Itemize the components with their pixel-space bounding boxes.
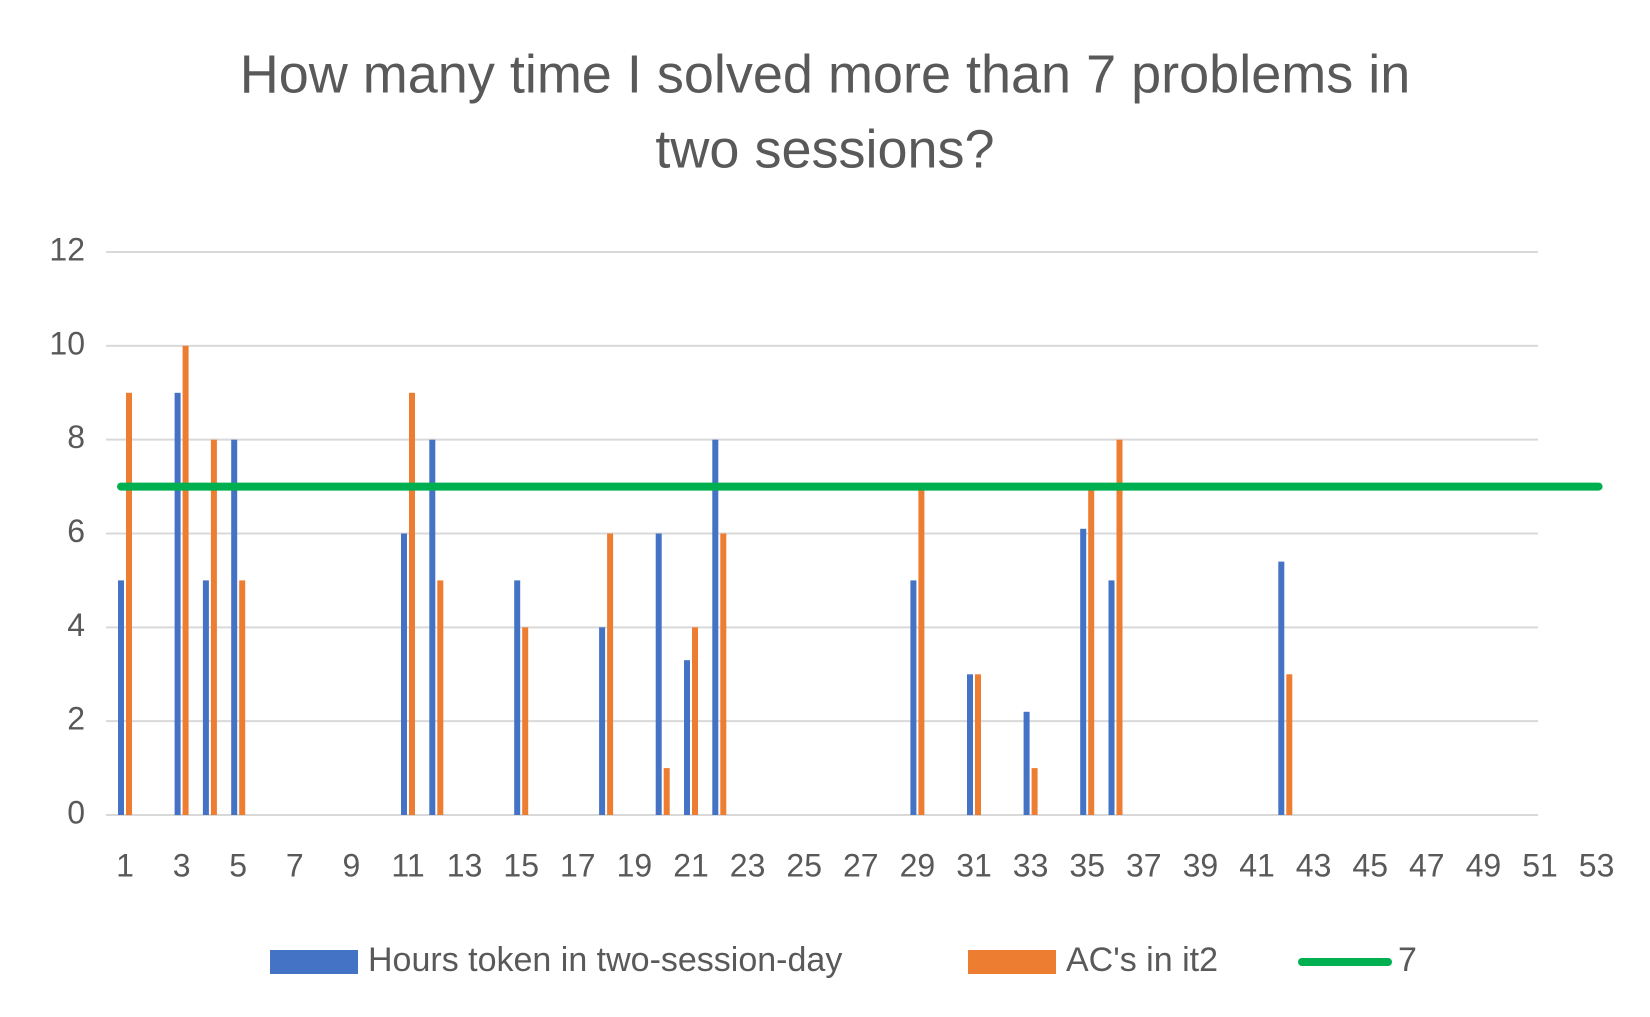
y-axis-tick-labels: 0 2 4 6 8 10 12 — [49, 231, 85, 830]
bar-hours-x29 — [910, 580, 917, 815]
bar-acs-x31 — [975, 674, 981, 816]
x-tick-label: 39 — [1183, 847, 1219, 883]
bar-acs-x29 — [918, 486, 925, 815]
bar-acs-x18 — [607, 533, 614, 815]
legend-swatch-hours — [270, 950, 358, 974]
bar-hours-x21 — [684, 660, 690, 815]
x-tick-label: 27 — [843, 847, 879, 883]
y-tick-label: 12 — [49, 231, 85, 267]
bar-hours-x3 — [174, 392, 181, 816]
bar-hours-x35 — [1080, 528, 1087, 815]
x-tick-label: 33 — [1013, 847, 1049, 883]
y-tick-label: 8 — [67, 419, 85, 455]
x-tick-label: 15 — [503, 847, 539, 883]
bar-hours-x15 — [514, 580, 521, 815]
bar-hours-x22 — [712, 439, 719, 815]
x-tick-label: 49 — [1466, 847, 1502, 883]
legend: Hours token in two-session-day AC's in it… — [270, 941, 1417, 979]
x-tick-label: 3 — [173, 847, 191, 883]
bars — [118, 345, 1293, 816]
bar-acs-x4 — [210, 439, 217, 815]
x-tick-label: 11 — [391, 847, 424, 883]
bar-acs-x3 — [182, 345, 189, 815]
gridlines — [106, 251, 1538, 816]
bar-acs-x33 — [1031, 768, 1038, 815]
bar-acs-x20 — [663, 768, 670, 815]
x-tick-label: 43 — [1296, 847, 1332, 883]
bar-acs-x42 — [1286, 674, 1293, 816]
bar-acs-x15 — [522, 627, 529, 815]
x-tick-label: 25 — [786, 847, 822, 883]
y-tick-label: 0 — [67, 794, 85, 830]
bar-hours-x4 — [202, 580, 209, 815]
bar-hours-x20 — [655, 533, 662, 815]
chart-title: How many time I solved more than 7 probl… — [240, 44, 1411, 179]
x-tick-label: 45 — [1352, 847, 1388, 883]
bar-acs-x1 — [126, 392, 132, 816]
bar-acs-x12 — [437, 580, 444, 815]
x-tick-label: 47 — [1409, 847, 1445, 883]
bar-acs-x36 — [1116, 439, 1123, 815]
bar-hours-x5 — [231, 439, 238, 815]
x-tick-label: 5 — [229, 847, 247, 883]
bar-acs-x11 — [409, 392, 415, 816]
bar-acs-x21 — [692, 627, 698, 815]
x-tick-label: 17 — [560, 847, 596, 883]
bar-hours-x18 — [599, 627, 606, 815]
bar-hours-x11 — [401, 533, 407, 815]
bar-acs-x22 — [720, 533, 727, 815]
x-tick-label: 21 — [673, 847, 709, 883]
x-tick-label: 35 — [1069, 847, 1105, 883]
legend-label: Hours token in two-session-day — [368, 941, 842, 979]
x-tick-label: 51 — [1522, 847, 1558, 883]
y-tick-label: 2 — [67, 701, 85, 737]
chart-title-line-1: How many time I solved more than 7 probl… — [240, 44, 1411, 104]
x-tick-label: 37 — [1126, 847, 1162, 883]
y-tick-label: 4 — [67, 607, 85, 643]
x-tick-label: 41 — [1239, 847, 1275, 883]
bar-hours-x36 — [1108, 580, 1115, 815]
x-tick-label: 29 — [900, 847, 936, 883]
bar-hours-x1 — [118, 580, 124, 815]
bar-acs-x5 — [239, 580, 246, 815]
x-tick-label: 53 — [1579, 847, 1615, 883]
chart-title-line-2: two sessions? — [655, 119, 994, 179]
bar-hours-x42 — [1278, 561, 1285, 815]
bar-acs-x35 — [1088, 486, 1095, 815]
x-tick-label: 9 — [343, 847, 361, 883]
x-tick-label: 13 — [447, 847, 483, 883]
legend-label: 7 — [1398, 941, 1417, 979]
x-tick-label: 1 — [116, 847, 134, 883]
legend-swatch-acs — [968, 950, 1056, 974]
y-tick-label: 10 — [49, 325, 85, 361]
x-tick-label: 23 — [730, 847, 766, 883]
bar-hours-x33 — [1023, 711, 1030, 815]
x-tick-label: 7 — [286, 847, 304, 883]
y-tick-label: 6 — [67, 513, 85, 549]
bar-hours-x31 — [967, 674, 973, 816]
x-tick-label: 19 — [617, 847, 653, 883]
x-tick-label: 31 — [956, 847, 992, 883]
legend-label: AC's in it2 — [1066, 941, 1218, 979]
bar-hours-x12 — [429, 439, 436, 815]
x-axis-tick-labels: 1 3 5 7 9 11 13 15 17 19 21 23 25 27 29 31 33 35 37 39 41 43 4… — [116, 847, 1614, 883]
